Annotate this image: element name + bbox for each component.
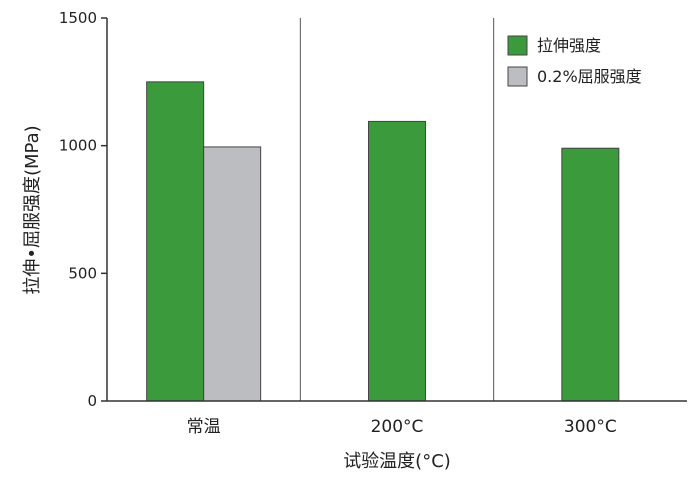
y-tick-label: 1000 <box>59 137 97 155</box>
x-axis-title: 试验温度(°C) <box>343 451 451 472</box>
x-tick-label: 200°C <box>371 417 424 437</box>
y-tick-label: 0 <box>87 392 97 410</box>
x-tick-label: 300°C <box>564 417 617 437</box>
bar-tensile-2 <box>561 147 620 402</box>
legend-swatch <box>507 35 528 56</box>
y-axis-title: 拉伸•屈服强度(MPa) <box>22 125 43 294</box>
bar-tensile-1 <box>368 120 426 402</box>
legend-label: 0.2%屈服强度 <box>537 67 642 86</box>
y-tick-label: 500 <box>68 264 97 282</box>
bar-yield-0 <box>203 146 262 402</box>
y-tick-label: 1500 <box>59 9 97 27</box>
legend-label: 拉伸强度 <box>537 36 601 55</box>
bar-tensile-0 <box>146 81 205 402</box>
x-tick-label: 常温 <box>187 417 221 437</box>
legend-swatch <box>507 66 528 87</box>
